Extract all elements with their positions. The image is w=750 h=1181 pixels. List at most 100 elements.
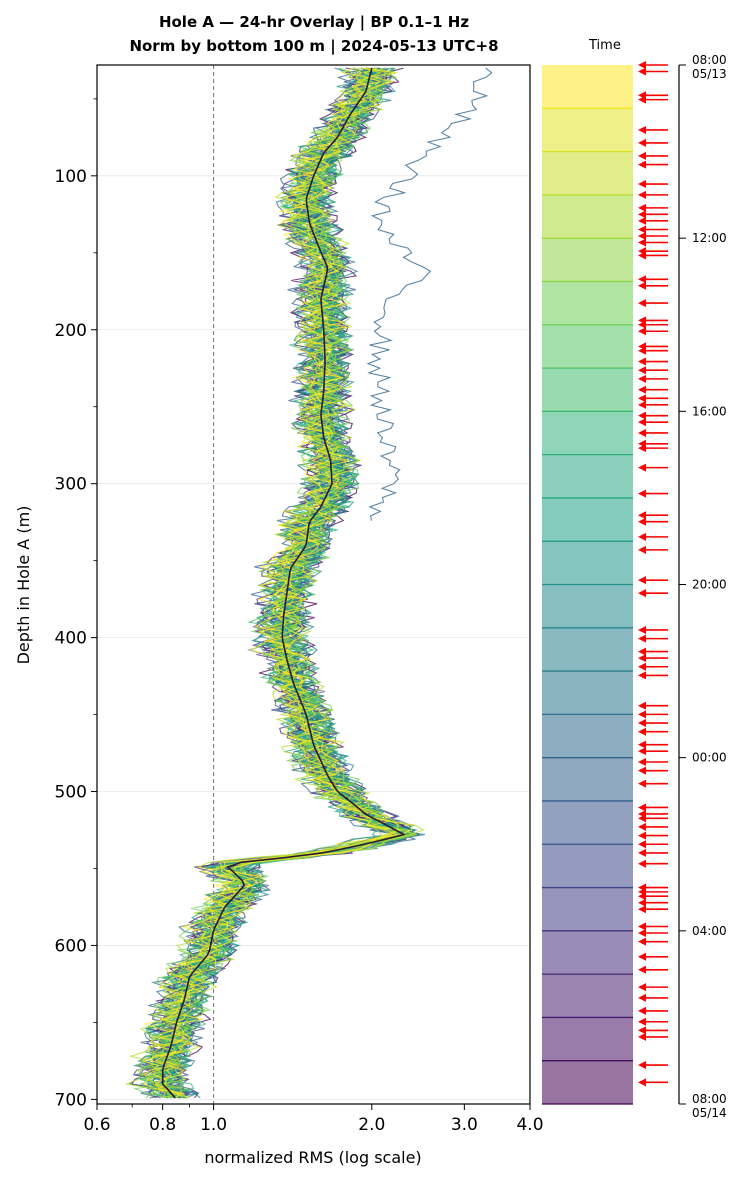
time-start-label: 08:00 — [692, 53, 727, 67]
time-arrow-head — [638, 740, 646, 749]
x-axis-ticks: 0.6 0.8 1.0 2.0 3.0 4.0 — [83, 1104, 544, 1135]
time-arrow-head — [638, 757, 646, 766]
rms-trace — [139, 67, 404, 1099]
x-axis-label: normalized RMS (log scale) — [204, 1148, 421, 1167]
time-arrow-head — [638, 190, 646, 199]
time-tick-label: 04:00 — [692, 924, 727, 938]
time-bin — [542, 108, 633, 152]
rms-trace — [142, 67, 399, 1099]
x-tick-label: 2.0 — [358, 1115, 385, 1135]
time-arrow-head — [638, 517, 646, 526]
rms-trace — [160, 67, 425, 1099]
time-arrow-head — [638, 719, 646, 728]
time-arrow-head — [638, 251, 646, 260]
time-arrow-head — [638, 545, 646, 554]
time-bin — [542, 930, 633, 975]
time-arrow-head — [638, 727, 646, 736]
y-tick-label: 600 — [55, 936, 87, 956]
time-colorbar — [542, 65, 633, 1105]
chart-title-line2: Norm by bottom 100 m | 2024-05-13 UTC+8 — [129, 37, 499, 55]
chart-title-line1: Hole A — 24-hr Overlay | BP 0.1–1 Hz — [158, 13, 470, 31]
time-arrow-head — [638, 1061, 646, 1070]
time-axis: 08:0005/1308:0005/1412:0016:0020:0000:00… — [678, 53, 727, 1120]
time-arrow-head — [638, 418, 646, 427]
timebar-title: Time — [589, 38, 621, 53]
y-tick-label: 200 — [55, 321, 87, 341]
time-arrow-head — [638, 385, 646, 394]
y-axis-label: Depth in Hole A (m) — [14, 506, 33, 665]
time-tick-label: 00:00 — [692, 751, 727, 765]
time-bin — [542, 1060, 633, 1104]
time-arrow-head — [638, 232, 646, 241]
time-bin — [542, 194, 633, 239]
time-bin — [542, 844, 633, 888]
time-arrow-head — [638, 320, 646, 329]
time-bin — [542, 411, 633, 455]
time-arrow-head — [638, 203, 646, 212]
x-tick-label: 1.0 — [200, 1115, 227, 1135]
time-arrow-head — [638, 532, 646, 541]
time-arrow-head — [638, 779, 646, 788]
rms-trace — [132, 67, 397, 1099]
time-arrow-head — [638, 238, 646, 247]
time-arrow-head — [638, 952, 646, 961]
time-arrow-head — [638, 822, 646, 831]
time-arrow-head — [638, 747, 646, 756]
rms-trace — [133, 67, 402, 1099]
x-tick-label: 0.6 — [83, 1115, 110, 1135]
rms-trace — [366, 67, 493, 521]
time-arrow-head — [638, 138, 646, 147]
time-arrow-head — [638, 281, 646, 290]
time-arrow-head — [638, 814, 646, 823]
plot-axes — [96, 64, 531, 1105]
x-tick-label: 4.0 — [516, 1115, 543, 1135]
time-arrow-head — [638, 766, 646, 775]
time-bin — [542, 238, 633, 282]
time-arrow-head — [638, 411, 646, 420]
time-end-label: 08:00 — [692, 1092, 727, 1106]
time-arrow-head — [638, 275, 646, 284]
time-arrow-head — [638, 180, 646, 189]
time-arrow-head — [638, 1032, 646, 1041]
time-tick-label: 12:00 — [692, 231, 727, 245]
time-arrow-head — [638, 1026, 646, 1035]
time-arrow-head — [638, 489, 646, 498]
time-arrow-head — [638, 400, 646, 409]
time-arrow-head — [638, 67, 646, 76]
time-arrow-head — [638, 647, 646, 656]
time-arrow-head — [638, 346, 646, 355]
rms-trace — [128, 67, 392, 1099]
rms-traces — [124, 67, 493, 1099]
time-bin — [542, 800, 633, 845]
y-tick-label: 100 — [55, 167, 87, 187]
time-arrow-head — [638, 511, 646, 520]
time-arrow-head — [638, 299, 646, 308]
time-tick-label: 20:00 — [692, 578, 727, 592]
time-arrow-head — [638, 1017, 646, 1026]
rms-trace — [154, 67, 399, 1098]
time-arrow-head — [638, 671, 646, 680]
time-arrows — [638, 61, 668, 1087]
time-bin — [542, 757, 633, 801]
time-arrow-head — [638, 151, 646, 160]
time-arrow-head — [638, 848, 646, 857]
time-arrow-head — [638, 61, 646, 69]
time-arrow-head — [638, 225, 646, 234]
time-bin — [542, 714, 633, 758]
time-bin — [542, 65, 633, 109]
time-bin — [542, 1017, 633, 1061]
time-bin — [542, 324, 633, 369]
time-arrow-head — [638, 1078, 646, 1087]
x-tick-label: 3.0 — [451, 1115, 478, 1135]
time-arrow-head — [638, 701, 646, 710]
time-arrow-head — [638, 625, 646, 634]
time-arrow-head — [638, 803, 646, 812]
time-bin — [542, 497, 633, 542]
y-tick-label: 300 — [55, 475, 87, 495]
time-bin — [542, 368, 633, 412]
rms-trace — [132, 67, 401, 1099]
time-bin — [542, 887, 633, 931]
time-arrow-head — [638, 394, 646, 403]
time-arrow-head — [638, 160, 646, 169]
y-axis-ticks: 100 200 300 400 500 600 700 — [55, 98, 97, 1110]
